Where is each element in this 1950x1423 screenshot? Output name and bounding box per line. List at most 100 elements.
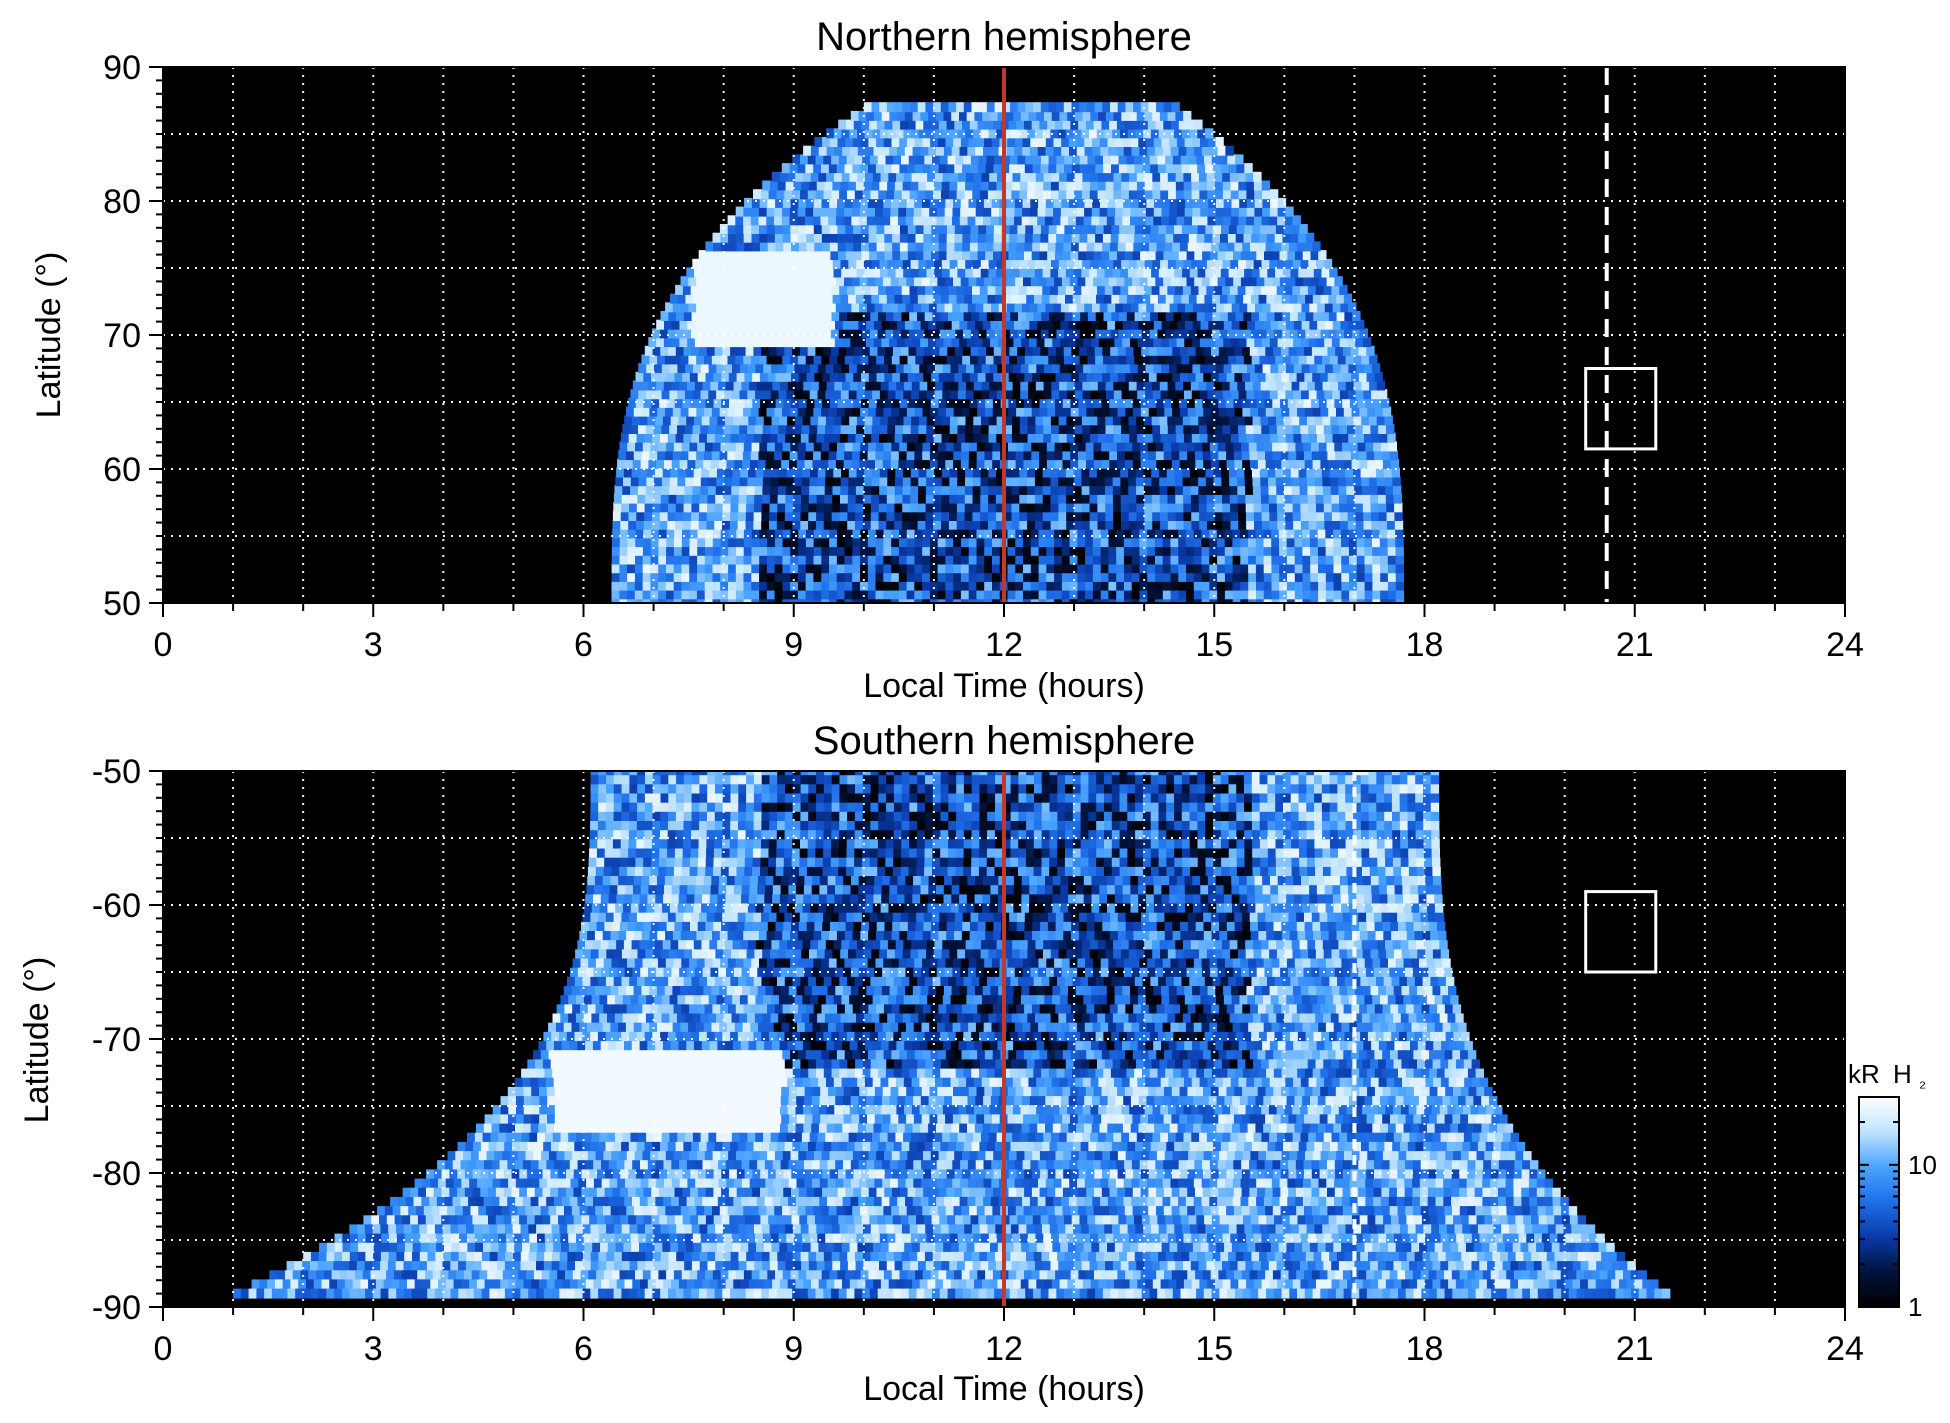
- emission-cell-north-4301: [1076, 206, 1085, 217]
- emission-cell-north-503: [1349, 563, 1358, 574]
- emission-cell-north-521: [697, 554, 706, 565]
- emission-cell-north-79: [1224, 598, 1234, 603]
- emission-cell-north-1933: [683, 432, 692, 443]
- emission-cell-north-683: [1162, 545, 1172, 556]
- emission-cell-north-349: [945, 571, 954, 582]
- emission-cell-north-933: [729, 519, 739, 530]
- emission-cell-north-4245: [1207, 215, 1216, 226]
- emission-cell-north-816: [612, 528, 621, 539]
- emission-cell-north-4214: [967, 215, 976, 226]
- emission-cell-north-636: [798, 545, 807, 556]
- emission-cell-north-4448: [1136, 189, 1146, 200]
- emission-cell-north-4286: [960, 206, 969, 217]
- emission-cell-north-2853: [1032, 354, 1041, 365]
- emission-cell-north-941: [792, 519, 801, 530]
- emission-cell-north-804: [1310, 537, 1319, 548]
- emission-cell-north-3156: [1211, 328, 1221, 339]
- emission-cell-north-2566: [1028, 380, 1037, 391]
- emission-cell-north-4759: [1170, 145, 1179, 156]
- emission-cell-north-3013: [819, 337, 828, 348]
- emission-cell-north-476: [1139, 563, 1148, 574]
- emission-cell-north-2801: [1364, 363, 1373, 374]
- emission-cell-north-2476: [1082, 389, 1091, 400]
- emission-cell-north-4839: [973, 128, 982, 139]
- emission-cell-north-3186: [733, 319, 743, 330]
- emission-cell-north-2245: [805, 406, 814, 417]
- emission-cell-north-1709: [1273, 458, 1282, 469]
- emission-cell-north-4287: [967, 206, 977, 217]
- emission-cell-north-1732: [672, 450, 682, 461]
- emission-cell-north-2988: [1350, 345, 1360, 356]
- emission-cell-north-3633: [781, 276, 791, 287]
- emission-cell-north-3939: [1225, 250, 1234, 261]
- emission-cell-north-1570: [972, 467, 982, 478]
- emission-cell-north-4239: [1161, 215, 1170, 226]
- emission-cell-north-3398: [983, 302, 992, 313]
- emission-cell-north-2961: [1141, 345, 1150, 356]
- emission-cell-north-2946: [1024, 345, 1034, 356]
- emission-cell-north-3467: [832, 293, 841, 304]
- emission-cell-north-675: [1100, 545, 1109, 556]
- emission-cell-north-3614: [1300, 284, 1309, 295]
- emission-cell-north-3477: [910, 293, 919, 304]
- emission-cell-north-4657: [815, 154, 824, 165]
- emission-cell-north-4103: [1274, 232, 1284, 243]
- emission-cell-north-3291: [847, 311, 856, 321]
- emission-cell-north-3695: [1264, 276, 1273, 287]
- emission-cell-north-3183: [710, 319, 719, 330]
- emission-cell-north-116: [720, 589, 729, 600]
- emission-cell-north-621: [681, 545, 691, 556]
- emission-cell-north-281: [1209, 580, 1218, 591]
- emission-cell-north-2130: [678, 415, 687, 426]
- emission-cell-north-4337: [806, 197, 815, 208]
- emission-cell-north-3781: [1275, 267, 1284, 278]
- emission-cell-north-781: [1131, 537, 1140, 548]
- emission-cell-north-1536: [709, 467, 718, 478]
- emission-cell-north-646: [875, 545, 884, 556]
- emission-cell-north-3432: [1247, 302, 1256, 313]
- emission-cell-north-1576: [1019, 467, 1028, 478]
- emission-cell-north-1946: [785, 432, 794, 443]
- emission-cell-north-2034: [700, 424, 709, 434]
- emission-cell-north-1762: [906, 450, 915, 461]
- emission-cell-north-1207: [1292, 502, 1301, 513]
- emission-cell-north-4249: [1238, 215, 1247, 226]
- emission-cell-north-4373: [1084, 197, 1093, 208]
- emission-cell-north-4685: [1033, 154, 1042, 165]
- emission-cell-north-2178: [1050, 415, 1060, 426]
- emission-cell-north-4480: [871, 180, 880, 191]
- emission-cell-north-87: [1287, 598, 1296, 603]
- emission-cell-north-2223: [633, 406, 643, 417]
- emission-cell-north-77: [1209, 598, 1218, 603]
- emission-cell-north-1128: [675, 502, 685, 513]
- emission-cell-north-3028: [935, 337, 945, 348]
- emission-cell-north-3617: [1323, 284, 1332, 295]
- emission-cell-north-4556: [965, 171, 975, 182]
- emission-cell-north-754: [922, 537, 931, 548]
- emission-cell-north-2136: [725, 415, 734, 426]
- emission-cell-north-1498: [1198, 476, 1207, 487]
- emission-cell-north-2576: [1105, 380, 1114, 391]
- emission-cell-north-3253: [1254, 319, 1264, 330]
- emission-cell-north-1934: [691, 432, 700, 443]
- emission-cell-north-2953: [1079, 345, 1088, 356]
- emission-cell-north-2046: [793, 424, 803, 434]
- emission-cell-north-3276: [730, 311, 739, 321]
- emission-cell-north-2781: [1208, 363, 1217, 374]
- emission-cell-north-4136: [939, 224, 948, 234]
- emission-cell-north-3838: [1074, 258, 1083, 269]
- emission-cell-north-1123: [636, 502, 646, 513]
- emission-cell-north-2986: [1335, 345, 1344, 356]
- emission-cell-north-2790: [1278, 363, 1287, 374]
- emission-cell-north-1654: [843, 458, 853, 469]
- emission-cell-north-4559: [989, 171, 998, 182]
- emission-cell-north-1417: [1354, 484, 1363, 495]
- emission-cell-north-2856: [1056, 354, 1065, 365]
- emission-cell-north-1906: [1248, 441, 1258, 452]
- emission-cell-north-3086: [667, 328, 677, 339]
- emission-cell-north-3054: [1137, 337, 1147, 348]
- emission-cell-north-3749: [1027, 267, 1036, 278]
- emission-cell-north-3587: [1089, 284, 1098, 295]
- emission-cell-north-355: [992, 571, 1001, 582]
- emission-cell-north-4681: [1002, 154, 1011, 165]
